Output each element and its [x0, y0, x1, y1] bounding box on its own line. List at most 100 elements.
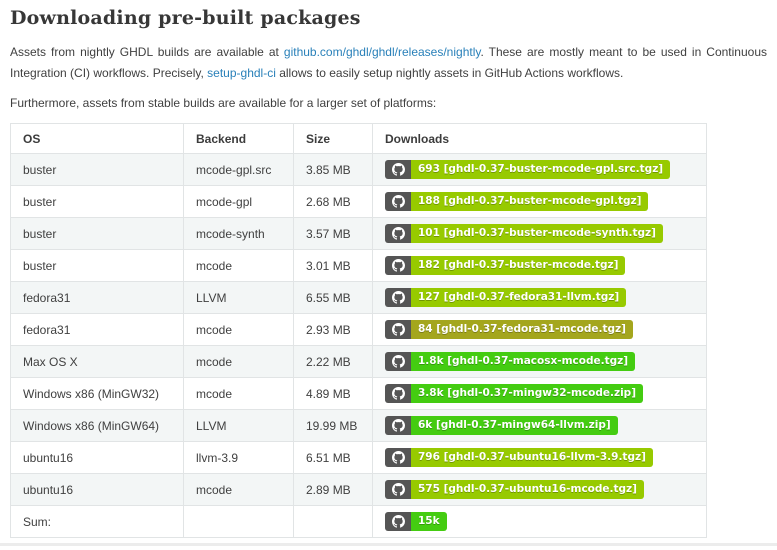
table-row: Max OS X mcode 2.22 MB 1.8k [ghdl-0.37-m…	[10, 345, 707, 378]
download-count-label: 3.8k [ghdl-0.37-mingw32-mcode.zip]	[411, 384, 643, 403]
table-row: fedora31 LLVM 6.55 MB 127 [ghdl-0.37-fed…	[10, 281, 707, 314]
download-badge[interactable]: 3.8k [ghdl-0.37-mingw32-mcode.zip]	[385, 384, 643, 403]
github-icon	[385, 256, 411, 275]
backend-cell: mcode	[183, 377, 294, 410]
downloads-cell: 101 [ghdl-0.37-buster-mcode-synth.tgz]	[372, 217, 707, 250]
downloads-cell: 693 [ghdl-0.37-buster-mcode-gpl.src.tgz]	[372, 153, 707, 186]
download-badge[interactable]: 127 [ghdl-0.37-fedora31-llvm.tgz]	[385, 288, 627, 307]
table-row: buster mcode 3.01 MB 182 [ghdl-0.37-bust…	[10, 249, 707, 282]
downloads-cell: 6k [ghdl-0.37-mingw64-llvm.zip]	[372, 409, 707, 442]
github-icon	[385, 320, 411, 339]
size-cell: 2.68 MB	[293, 185, 373, 218]
download-badge[interactable]: 101 [ghdl-0.37-buster-mcode-synth.tgz]	[385, 224, 663, 243]
table-row: Windows x86 (MinGW64) LLVM 19.99 MB 6k […	[10, 409, 707, 442]
download-count-label: 693 [ghdl-0.37-buster-mcode-gpl.src.tgz]	[411, 160, 671, 179]
os-cell: Sum:	[10, 505, 184, 538]
backend-cell: mcode	[183, 249, 294, 282]
os-cell: buster	[10, 153, 184, 186]
os-cell: Max OS X	[10, 345, 184, 378]
download-badge[interactable]: 1.8k [ghdl-0.37-macosx-mcode.tgz]	[385, 352, 636, 371]
github-icon	[385, 192, 411, 211]
backend-cell	[183, 505, 294, 538]
docs-page: Downloading pre-built packages Assets fr…	[10, 7, 768, 538]
backend-cell: LLVM	[183, 281, 294, 314]
size-cell: 3.85 MB	[293, 153, 373, 186]
inline-link[interactable]: setup-ghdl-ci	[207, 66, 276, 80]
column-header-backend: Backend	[183, 123, 294, 154]
backend-cell: llvm-3.9	[183, 441, 294, 474]
table-row: ubuntu16 mcode 2.89 MB 575 [ghdl-0.37-ub…	[10, 473, 707, 506]
download-count-label: 6k [ghdl-0.37-mingw64-llvm.zip]	[411, 416, 618, 435]
table-row: fedora31 mcode 2.93 MB 84 [ghdl-0.37-fed…	[10, 313, 707, 346]
download-badge[interactable]: 182 [ghdl-0.37-buster-mcode.tgz]	[385, 256, 626, 275]
downloads-cell: 15k	[372, 505, 707, 538]
table-row: ubuntu16 llvm-3.9 6.51 MB 796 [ghdl-0.37…	[10, 441, 707, 474]
download-badge[interactable]: 188 [ghdl-0.37-buster-mcode-gpl.tgz]	[385, 192, 649, 211]
download-badge[interactable]: 6k [ghdl-0.37-mingw64-llvm.zip]	[385, 416, 618, 435]
downloads-cell: 84 [ghdl-0.37-fedora31-mcode.tgz]	[372, 313, 707, 346]
backend-cell: mcode-synth	[183, 217, 294, 250]
os-cell: fedora31	[10, 281, 184, 314]
download-badge[interactable]: 693 [ghdl-0.37-buster-mcode-gpl.src.tgz]	[385, 160, 671, 179]
downloads-cell: 127 [ghdl-0.37-fedora31-llvm.tgz]	[372, 281, 707, 314]
size-cell: 3.01 MB	[293, 249, 373, 282]
table-row: buster mcode-gpl.src 3.85 MB 693 [ghdl-0…	[10, 153, 707, 186]
note-paragraph: Furthermore, assets from stable builds a…	[10, 96, 437, 110]
downloads-table: OS Backend Size Downloads buster mcode-g…	[10, 123, 707, 538]
size-cell: 4.89 MB	[293, 377, 373, 410]
github-icon	[385, 224, 411, 243]
download-badge[interactable]: 15k	[385, 512, 447, 531]
github-icon	[385, 384, 411, 403]
downloads-cell: 1.8k [ghdl-0.37-macosx-mcode.tgz]	[372, 345, 707, 378]
page-title: Downloading pre-built packages	[10, 7, 361, 29]
downloads-cell: 188 [ghdl-0.37-buster-mcode-gpl.tgz]	[372, 185, 707, 218]
os-cell: buster	[10, 217, 184, 250]
download-count-label: 188 [ghdl-0.37-buster-mcode-gpl.tgz]	[411, 192, 649, 211]
os-cell: fedora31	[10, 313, 184, 346]
os-cell: Windows x86 (MinGW64)	[10, 409, 184, 442]
download-count-label: 84 [ghdl-0.37-fedora31-mcode.tgz]	[411, 320, 633, 339]
github-icon	[385, 416, 411, 435]
backend-cell: mcode	[183, 473, 294, 506]
column-header-os: OS	[10, 123, 184, 154]
github-icon	[385, 512, 411, 531]
backend-cell: mcode	[183, 345, 294, 378]
size-cell	[293, 505, 373, 538]
download-badge[interactable]: 796 [ghdl-0.37-ubuntu16-llvm-3.9.tgz]	[385, 448, 653, 467]
backend-cell: mcode-gpl	[183, 185, 294, 218]
github-icon	[385, 480, 411, 499]
download-count-label: 127 [ghdl-0.37-fedora31-llvm.tgz]	[411, 288, 627, 307]
inline-link[interactable]: github.com/ghdl/ghdl/releases/nightly	[283, 45, 481, 59]
download-count-label: 182 [ghdl-0.37-buster-mcode.tgz]	[411, 256, 626, 275]
os-cell: ubuntu16	[10, 473, 184, 506]
os-cell: Windows x86 (MinGW32)	[10, 377, 184, 410]
download-badge[interactable]: 84 [ghdl-0.37-fedora31-mcode.tgz]	[385, 320, 633, 339]
github-icon	[385, 448, 411, 467]
column-header-downloads: Downloads	[372, 123, 707, 154]
github-icon	[385, 288, 411, 307]
backend-cell: LLVM	[183, 409, 294, 442]
backend-cell: mcode-gpl.src	[183, 153, 294, 186]
download-count-label: 1.8k [ghdl-0.37-macosx-mcode.tgz]	[411, 352, 636, 371]
table-row: Sum: 15k	[10, 505, 707, 538]
downloads-cell: 3.8k [ghdl-0.37-mingw32-mcode.zip]	[372, 377, 707, 410]
os-cell: buster	[10, 185, 184, 218]
os-cell: buster	[10, 249, 184, 282]
table-row: Windows x86 (MinGW32) mcode 4.89 MB 3.8k…	[10, 377, 707, 410]
size-cell: 2.93 MB	[293, 313, 373, 346]
download-badge[interactable]: 575 [ghdl-0.37-ubuntu16-mcode.tgz]	[385, 480, 644, 499]
table-row: buster mcode-gpl 2.68 MB 188 [ghdl-0.37-…	[10, 185, 707, 218]
download-count-label: 796 [ghdl-0.37-ubuntu16-llvm-3.9.tgz]	[411, 448, 653, 467]
github-icon	[385, 352, 411, 371]
size-cell: 3.57 MB	[293, 217, 373, 250]
downloads-cell: 575 [ghdl-0.37-ubuntu16-mcode.tgz]	[372, 473, 707, 506]
size-cell: 6.51 MB	[293, 441, 373, 474]
download-count-label: 101 [ghdl-0.37-buster-mcode-synth.tgz]	[411, 224, 663, 243]
intro-paragraph: Assets from nightly GHDL builds are avai…	[10, 45, 768, 80]
table-row: buster mcode-synth 3.57 MB 101 [ghdl-0.3…	[10, 217, 707, 250]
backend-cell: mcode	[183, 313, 294, 346]
downloads-cell: 796 [ghdl-0.37-ubuntu16-llvm-3.9.tgz]	[372, 441, 707, 474]
download-count-label: 575 [ghdl-0.37-ubuntu16-mcode.tgz]	[411, 480, 644, 499]
os-cell: ubuntu16	[10, 441, 184, 474]
table-header-row: OS Backend Size Downloads	[10, 123, 707, 154]
